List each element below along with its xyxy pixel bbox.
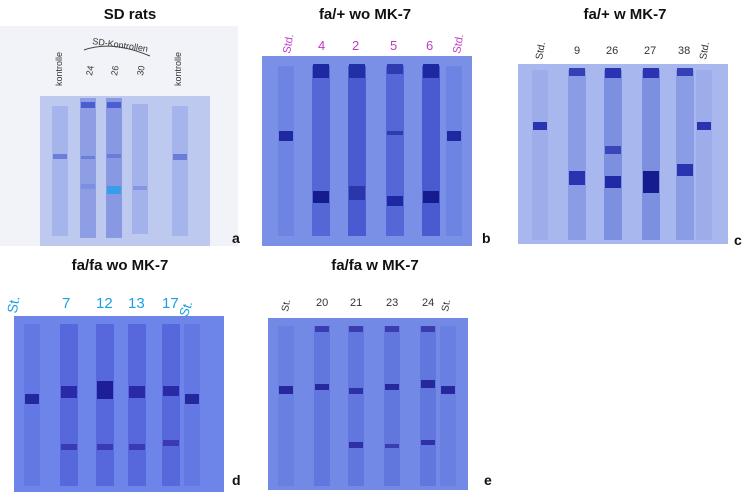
lane-label: kontrolle <box>54 52 64 86</box>
lane-label: 7 <box>62 295 70 312</box>
panel-title-d: fa/fa wo MK-7 <box>71 257 169 274</box>
lane-label: 38 <box>678 45 690 57</box>
gel-panel-e: St. 20 21 23 24 St. e <box>258 276 492 496</box>
lane-label: 30 <box>135 65 147 77</box>
lane-label: Std. <box>281 33 296 54</box>
lane-label: 21 <box>350 297 362 309</box>
panel-title-c: fa/+ w MK-7 <box>583 6 667 23</box>
panel-letter-e: e <box>484 472 492 488</box>
lane-label: 9 <box>574 45 580 57</box>
gel-image-d: St. 7 12 13 17 St. <box>4 295 224 492</box>
panel-letter-b: b <box>482 230 491 246</box>
lane-label: 2 <box>352 38 359 53</box>
gel-panel-d: St. 7 12 13 17 St. d <box>0 276 241 496</box>
panel-title-b: fa/+ wo MK-7 <box>318 6 412 23</box>
lane-label: 12 <box>96 295 113 312</box>
lane-label: 26 <box>109 65 121 77</box>
panel-title-a: SD rats <box>103 6 157 23</box>
lane-label: 24 <box>422 297 434 309</box>
lane-label: Std. <box>698 41 712 60</box>
lane-label: St. <box>4 295 23 315</box>
lane-label: 5 <box>390 38 397 53</box>
panel-letter-d: d <box>232 472 241 488</box>
lane-label: 20 <box>316 297 328 309</box>
lane-label: 13 <box>128 295 145 312</box>
panel-letter-c: c <box>734 232 742 248</box>
lane-label: St. <box>280 299 293 313</box>
lane-label: St. <box>440 299 453 313</box>
lane-label: Std. <box>451 33 466 54</box>
gel-panel-b: Std. 4 2 5 6 Std. b <box>252 26 492 248</box>
bracket-mark <box>83 45 151 57</box>
lane-label: 26 <box>606 45 618 57</box>
lane-label: 23 <box>386 297 398 309</box>
panel-letter-a: a <box>232 230 240 246</box>
panel-title-e: fa/fa w MK-7 <box>331 257 419 274</box>
lane-label: St. <box>176 298 196 318</box>
gel-image-a: kontrolle 24 26 30 kontrolle SD-Kontroll… <box>0 26 238 246</box>
lane-label: 27 <box>644 45 656 57</box>
gel-panel-c: Std. 9 26 27 38 Std. c <box>508 26 746 248</box>
gel-panel-a: kontrolle 24 26 30 kontrolle SD-Kontroll… <box>0 26 240 246</box>
lane-label: 24 <box>84 65 96 77</box>
lane-label: 17 <box>162 295 179 312</box>
gel-image-b: Std. 4 2 5 6 Std. <box>252 26 492 246</box>
lane-label: 4 <box>318 38 325 53</box>
lane-label: kontrolle <box>173 52 183 86</box>
lane-label: 6 <box>426 38 433 53</box>
gel-image-e: St. 20 21 23 24 St. <box>268 297 468 490</box>
lane-label: Std. <box>534 41 548 60</box>
gel-image-c: Std. 9 26 27 38 Std. <box>518 41 728 244</box>
